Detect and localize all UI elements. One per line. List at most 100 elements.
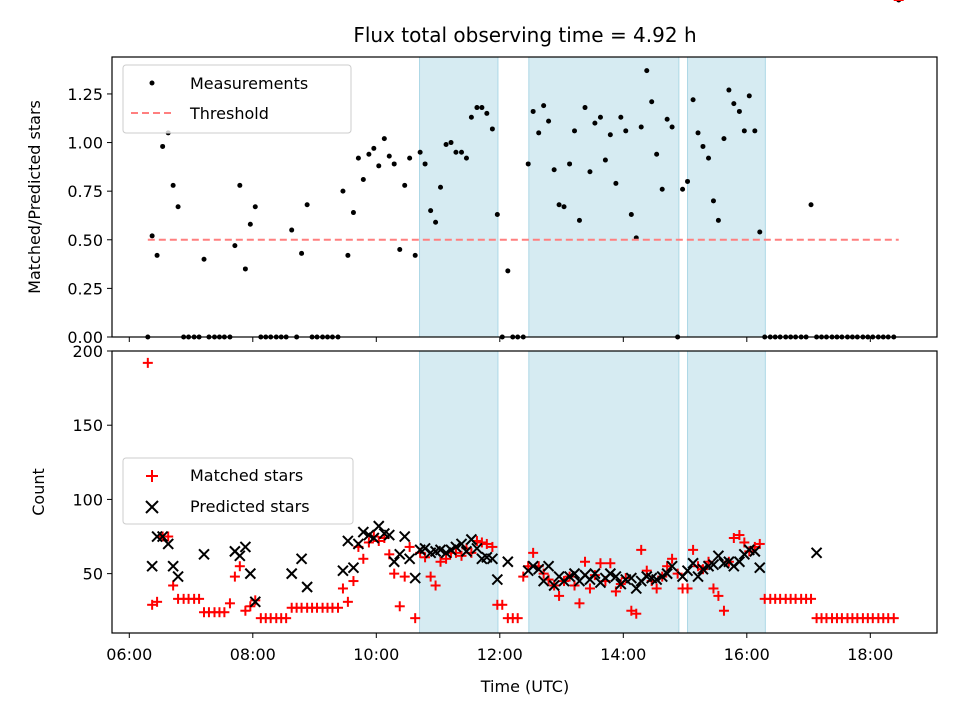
predicted-stars-point <box>249 596 261 608</box>
measurement-point <box>710 198 716 204</box>
predicted-stars-point <box>455 538 468 550</box>
predicted-stars-point <box>666 560 678 572</box>
matched-stars-point <box>342 596 353 607</box>
measurement-point <box>474 105 480 111</box>
matched-stars-point <box>888 613 899 624</box>
predicted-stars-point <box>434 544 447 556</box>
measurement-point <box>541 103 547 109</box>
predicted-stars-point <box>465 533 478 546</box>
ratio-series <box>145 0 902 340</box>
y-tick-label: 0.75 <box>67 182 103 201</box>
measurement-point <box>459 149 465 155</box>
y-tick-label: 1.00 <box>67 134 103 153</box>
x-tick-label: 06:00 <box>106 645 152 664</box>
measurement-point <box>355 155 361 161</box>
y-tick-label: 0.25 <box>67 279 103 298</box>
measurement-point <box>201 256 207 262</box>
matched-stars-point <box>358 553 369 564</box>
matched-stars-point <box>430 580 441 591</box>
predicted-stars-point <box>625 572 638 584</box>
measurement-point <box>154 252 160 258</box>
legend-label-measurements: Measurements <box>190 74 308 93</box>
x-tick-label: 18:00 <box>847 645 893 664</box>
measurement-point <box>664 116 670 122</box>
measurement-point <box>160 143 166 149</box>
predicted-stars-point <box>754 561 766 574</box>
matched-stars-point <box>163 531 174 542</box>
matched-stars-point <box>497 599 508 610</box>
shaded-interval-3 <box>687 56 766 338</box>
ratio-plot-frame <box>111 56 938 338</box>
matched-stars-point <box>481 538 492 549</box>
measurement-point <box>453 149 459 155</box>
measurement-point <box>463 155 469 161</box>
y-tick-label: 100 <box>72 490 103 509</box>
measurement-point <box>644 68 650 74</box>
measurement-point <box>649 99 655 105</box>
predicted-stars-point <box>198 548 210 561</box>
measurement-point <box>386 153 392 159</box>
measurement-point <box>680 186 686 192</box>
measurement-point <box>808 202 814 208</box>
matched-stars-point <box>219 607 230 618</box>
measurement-point <box>757 229 763 235</box>
ratio-legend-box <box>122 64 352 134</box>
legend-marker-matched <box>146 470 158 482</box>
predicted-stars-point <box>610 570 622 583</box>
predicted-stars-point <box>301 581 313 593</box>
measurement-point <box>721 136 727 142</box>
x-tick-label: 10:00 <box>353 645 399 664</box>
predicted-stars-point <box>491 573 504 586</box>
y-tick-label: 50 <box>83 565 103 584</box>
matched-stars-point <box>595 558 606 569</box>
shaded-intervals-top <box>419 56 766 338</box>
measurement-point <box>572 128 578 134</box>
predicted-stars-point <box>409 572 421 584</box>
ratio-y-axis-label: Matched/Predicted stars <box>25 100 44 294</box>
measurement-point <box>715 217 721 223</box>
predicted-stars-point <box>388 556 400 568</box>
matched-stars-point <box>688 544 699 555</box>
measurement-point <box>381 136 387 142</box>
predicted-stars-point <box>589 567 601 580</box>
measurement-point <box>685 178 691 184</box>
measurement-point <box>247 221 253 227</box>
measurement-point <box>376 163 382 169</box>
predicted-stars-point <box>749 545 761 558</box>
predicted-stars-point <box>342 535 354 547</box>
predicted-stars-point <box>471 542 483 555</box>
matched-stars-point <box>229 571 240 582</box>
matched-stars-point <box>682 583 693 594</box>
measurement-point <box>607 132 613 138</box>
matched-stars-point <box>662 561 673 572</box>
measurement-point <box>479 105 485 111</box>
predicted-stars-point <box>450 541 462 553</box>
counts-x-ticks: 06:00 08:00 10:00 12:00 14:00 16:00 18:00 <box>106 633 893 664</box>
measurement-point <box>587 169 593 175</box>
matched-stars-point <box>512 613 523 624</box>
matched-stars-point <box>734 530 745 541</box>
predicted-stars-point <box>630 582 642 595</box>
measurement-point <box>602 157 608 163</box>
measurement-point <box>412 252 418 258</box>
counts-legend-box <box>122 457 354 525</box>
matched-stars-point <box>337 583 348 594</box>
predicted-stars-point <box>352 538 365 550</box>
matched-stars-point <box>194 593 205 604</box>
measurement-point <box>695 130 701 136</box>
x-tick-label: 14:00 <box>600 645 646 664</box>
predicted-stars-point <box>167 560 179 572</box>
measurement-point <box>417 149 423 155</box>
matched-stars-point <box>410 613 421 624</box>
measurement-point <box>391 161 397 167</box>
measurement-point <box>340 188 346 194</box>
matched-stars-point <box>605 558 616 569</box>
predicted-stars-point <box>373 520 385 532</box>
predicted-stars-point <box>527 560 539 572</box>
matched-stars-point <box>348 576 359 587</box>
matched-stars-point <box>394 601 405 612</box>
matched-stars-point <box>441 553 452 564</box>
predicted-stars-point <box>357 526 370 538</box>
measurement-point <box>669 124 675 130</box>
